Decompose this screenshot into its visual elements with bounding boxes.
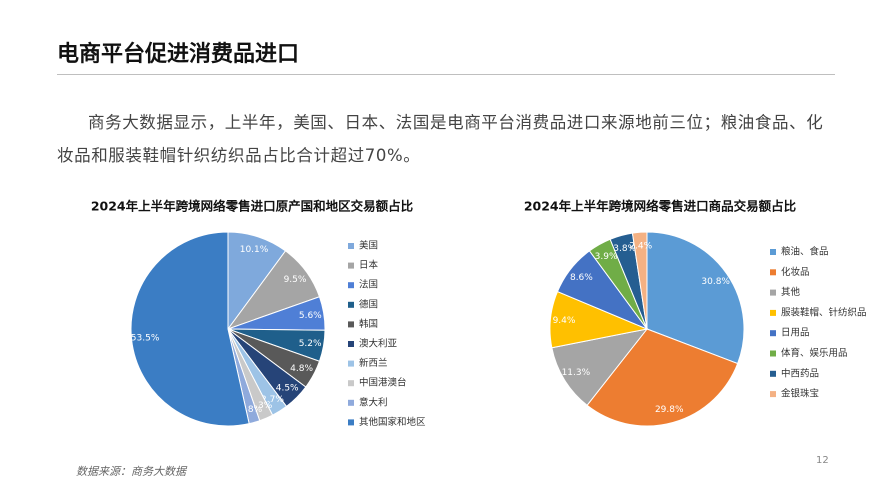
value-label: 29.8% — [655, 405, 684, 415]
value-label: 3.9% — [595, 252, 618, 262]
value-label: 9.4% — [553, 316, 576, 326]
value-label: 8.6% — [570, 273, 593, 283]
legend-label: 服装鞋帽、针纺织品 — [781, 306, 867, 318]
slide-title: 电商平台促进消费品进口 — [57, 42, 300, 67]
value-label: 5.6% — [299, 311, 322, 321]
pie-slice — [646, 231, 745, 365]
source-note: 数据来源：商务大数据 — [76, 465, 186, 478]
value-label: 2.7% — [261, 395, 284, 405]
legend-label: 体育、娱乐用品 — [781, 347, 848, 359]
legend-swatch — [348, 262, 354, 269]
pie-slice — [130, 231, 250, 427]
legend-label: 中国港澳台 — [359, 377, 407, 389]
legend-swatch — [770, 370, 776, 377]
legend-swatch — [348, 341, 354, 347]
value-label: 53.5% — [131, 334, 160, 344]
legend-label: 德国 — [359, 298, 378, 310]
legend-label: 日用品 — [781, 328, 810, 339]
legend-swatch — [348, 282, 354, 289]
value-label: 5.2% — [299, 339, 322, 349]
legend-swatch — [770, 269, 776, 276]
page-number: 12 — [816, 455, 829, 466]
legend-label: 澳大利亚 — [359, 338, 398, 350]
legend-label: 金银珠宝 — [781, 388, 819, 400]
legend-swatch — [770, 330, 776, 337]
legend-swatch — [770, 249, 776, 255]
legend-swatch — [348, 360, 354, 367]
legend-label: 日本 — [359, 259, 379, 271]
value-label: 30.8% — [701, 277, 730, 287]
legend-swatch — [770, 309, 776, 316]
legend-swatch — [348, 380, 354, 387]
legend-swatch — [770, 391, 776, 398]
legend-label: 其他 — [781, 286, 801, 298]
legend-label: 化妆品 — [781, 266, 810, 278]
chart-title: 2024年上半年跨境网络零售进口商品交易额占比 — [524, 199, 797, 214]
legend-swatch — [348, 243, 354, 249]
legend-swatch — [770, 350, 776, 357]
legend-label: 中西药品 — [781, 367, 819, 379]
value-label: 10.1% — [240, 245, 269, 255]
value-label: 9.5% — [284, 275, 307, 285]
value-label: 3.8% — [613, 244, 636, 254]
chart-title: 2024年上半年跨境网络零售进口原产国和地区交易额占比 — [91, 199, 414, 214]
value-label: 2.3% — [249, 401, 272, 411]
legend-label: 韩国 — [359, 318, 378, 330]
legend-label: 新西兰 — [359, 357, 388, 369]
legend-label: 其他国家和地区 — [359, 416, 426, 428]
legend-swatch — [770, 289, 776, 296]
value-label: 4.5% — [276, 383, 299, 393]
legend-swatch — [348, 419, 354, 426]
pie-slice — [586, 328, 739, 427]
legend-label: 美国 — [359, 240, 378, 252]
paragraph: 商务大数据显示，上半年，美国、日本、法国是电商平台消费品进口来源地前三位；粮油食… — [57, 113, 824, 165]
legend-label: 意大利 — [359, 396, 388, 408]
divider — [57, 74, 835, 75]
legend-label: 法国 — [359, 279, 378, 291]
value-label: 2.4% — [629, 241, 652, 251]
value-label: 1.8% — [239, 405, 262, 415]
pie-slice — [631, 231, 648, 330]
legend-swatch — [348, 301, 354, 308]
charts: 2024年上半年跨境网络零售进口原产国和地区交易额占比 10.1% 美国 9.5% 日本… — [91, 199, 867, 428]
legend-swatch — [348, 321, 354, 328]
pie-slice — [551, 328, 649, 406]
legend-swatch — [348, 399, 354, 406]
value-label: 4.8% — [290, 364, 313, 374]
value-label: 11.3% — [562, 368, 591, 378]
legend-label: 粮油、食品 — [781, 246, 829, 258]
